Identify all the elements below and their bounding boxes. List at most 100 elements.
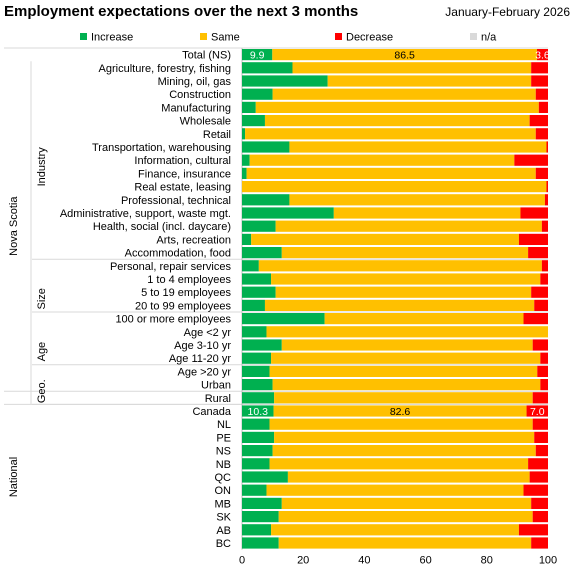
legend-label-same: Same <box>211 32 240 44</box>
bar-increase-urban <box>242 379 273 391</box>
bar-decrease-qc <box>529 471 548 483</box>
bar-increase-20-to-99-employees <box>242 299 265 311</box>
bar-decrease-age-3-10-yr <box>532 339 548 351</box>
bar-decrease-nb <box>528 458 548 470</box>
chart-title: Employment expectations over the next 3 … <box>4 3 359 20</box>
bar-decrease-mining-oil-gas <box>531 75 548 87</box>
bar-decrease-retail <box>535 128 548 140</box>
category-label-health-social-incl-daycare: Health, social (incl. daycare) <box>93 221 231 233</box>
category-label-rural: Rural <box>205 393 231 405</box>
bar-same-ns <box>272 445 536 457</box>
category-label-mining-oil-gas: Mining, oil, gas <box>158 76 232 88</box>
bar-increase-sk <box>242 511 279 523</box>
bar-increase-ab <box>242 524 272 536</box>
bar-increase-administrative-support-waste-mgt <box>242 207 334 219</box>
bar-same-age-2-yr <box>266 326 548 338</box>
bar-decrease-nl <box>532 418 548 430</box>
bar-decrease-on <box>523 484 548 496</box>
subgroup-label-size: Size <box>36 288 48 309</box>
legend-swatch-increase <box>80 33 87 40</box>
category-label-construction: Construction <box>169 89 231 101</box>
bar-decrease-urban <box>540 379 548 391</box>
category-label-mb: MB <box>215 498 232 510</box>
bar-same-5-to-19-employees <box>275 286 532 298</box>
bar-same-construction <box>272 88 536 100</box>
category-label-agriculture-forestry-fishing: Agriculture, forestry, fishing <box>99 63 231 75</box>
legend-swatch-decrease <box>335 33 342 40</box>
category-label-personal-repair-services: Personal, repair services <box>110 261 232 273</box>
legend-label-n-a: n/a <box>481 32 497 44</box>
group-label-nova-scotia: Nova Scotia <box>8 196 20 256</box>
bar-increase-information-cultural <box>242 154 250 166</box>
bar-increase-finance-insurance <box>242 167 247 179</box>
bar-same-accommodation-food <box>281 247 529 259</box>
data-label-decrease-canada: 7.0 <box>530 406 545 418</box>
bar-same-age-20-yr <box>269 365 538 377</box>
bar-decrease-administrative-support-waste-mgt <box>520 207 548 219</box>
category-label-transportation-warehousing: Transportation, warehousing <box>92 142 231 154</box>
category-label-qc: QC <box>215 472 232 484</box>
bar-increase-professional-technical <box>242 194 290 206</box>
category-label-1-to-4-employees: 1 to 4 employees <box>147 274 231 286</box>
bar-increase-age-2-yr <box>242 326 267 338</box>
bar-increase-mining-oil-gas <box>242 75 328 87</box>
bar-same-real-estate-leasing <box>242 181 547 193</box>
bar-decrease-age-11-20-yr <box>540 352 548 364</box>
category-label-accommodation-food: Accommodation, food <box>125 248 231 260</box>
bar-decrease-ab <box>518 524 548 536</box>
bar-decrease-information-cultural <box>514 154 548 166</box>
bar-same-health-social-incl-daycare <box>275 220 542 232</box>
bar-same-20-to-99-employees <box>264 299 535 311</box>
category-label-ns: NS <box>216 446 231 458</box>
bar-decrease-100-or-more-employees <box>523 313 548 325</box>
bar-same-manufacturing <box>255 101 539 113</box>
bar-decrease-20-to-99-employees <box>534 299 548 311</box>
data-label-increase-canada: 10.3 <box>248 406 269 418</box>
bar-decrease-arts-recreation <box>518 233 548 245</box>
bar-decrease-personal-repair-services <box>541 260 548 272</box>
legend-label-increase: Increase <box>91 32 133 44</box>
category-label-manufacturing: Manufacturing <box>161 102 231 114</box>
bar-decrease-transportation-warehousing <box>546 141 548 153</box>
bar-same-retail <box>245 128 536 140</box>
bar-same-bc <box>278 537 532 549</box>
bar-decrease-ns <box>535 445 548 457</box>
bar-increase-1-to-4-employees <box>242 273 272 285</box>
legend-label-decrease: Decrease <box>346 32 393 44</box>
bar-same-1-to-4-employees <box>271 273 541 285</box>
bar-increase-age-11-20-yr <box>242 352 272 364</box>
bar-same-age-11-20-yr <box>271 352 541 364</box>
category-label-total-ns: Total (NS) <box>182 50 231 62</box>
bar-decrease-wholesale <box>529 115 548 127</box>
bar-increase-qc <box>242 471 288 483</box>
category-label-age-11-20-yr: Age 11-20 yr <box>169 353 232 365</box>
data-label-increase-total-ns: 9.9 <box>250 50 265 62</box>
bar-same-information-cultural <box>249 154 515 166</box>
bar-same-rural <box>274 392 533 404</box>
bar-decrease-accommodation-food <box>528 247 548 259</box>
data-label-same-canada: 82.6 <box>390 406 411 418</box>
bar-same-personal-repair-services <box>258 260 542 272</box>
chart-subtitle: January-February 2026 <box>445 5 570 19</box>
bar-decrease-mb <box>531 497 548 509</box>
bar-same-professional-technical <box>289 194 545 206</box>
category-label-wholesale: Wholesale <box>180 116 231 128</box>
category-label-pe: PE <box>216 432 231 444</box>
bar-increase-construction <box>242 88 273 100</box>
bar-increase-nl <box>242 418 270 430</box>
category-label-age-2-yr: Age <2 yr <box>184 327 232 339</box>
bar-decrease-5-to-19-employees <box>531 286 548 298</box>
subgroup-label-age: Age <box>36 342 48 362</box>
bar-same-administrative-support-waste-mgt <box>333 207 521 219</box>
category-label-urban: Urban <box>201 380 231 392</box>
category-label-professional-technical: Professional, technical <box>121 195 231 207</box>
bar-increase-personal-repair-services <box>242 260 259 272</box>
bar-decrease-health-social-incl-daycare <box>541 220 548 232</box>
bar-same-urban <box>272 379 541 391</box>
category-label-arts-recreation: Arts, recreation <box>156 234 231 246</box>
bar-decrease-sk <box>532 511 548 523</box>
data-label-decrease-total-ns: 3.6 <box>535 50 550 62</box>
bar-same-agriculture-forestry-fishing <box>292 62 532 74</box>
bar-increase-nb <box>242 458 270 470</box>
bar-increase-manufacturing <box>242 101 256 113</box>
